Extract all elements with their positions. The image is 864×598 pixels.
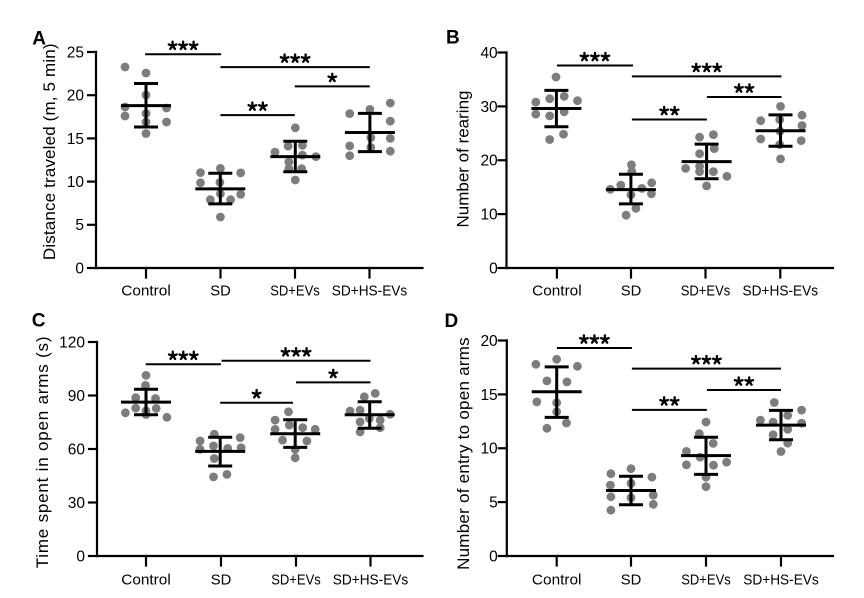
svg-text:5: 5 [75, 217, 84, 234]
svg-text:60: 60 [68, 441, 86, 458]
svg-text:15: 15 [67, 131, 84, 148]
svg-text:40: 40 [480, 45, 498, 62]
svg-text:5: 5 [489, 495, 498, 512]
svg-text:0: 0 [489, 548, 498, 565]
svg-text:A: A [32, 28, 46, 49]
svg-text:SD+EVs: SD+EVs [270, 283, 320, 300]
svg-text:SD+HS-EVs: SD+HS-EVs [333, 572, 409, 589]
svg-text:SD: SD [621, 572, 642, 589]
svg-text:Control: Control [532, 572, 582, 589]
svg-text:30: 30 [480, 99, 498, 116]
svg-text:90: 90 [68, 388, 86, 405]
svg-text:Time spent in open arms (s): Time spent in open arms (s) [33, 336, 52, 569]
svg-text:SD+EVs: SD+EVs [681, 283, 731, 300]
svg-text:25: 25 [67, 44, 84, 61]
svg-text:SD: SD [210, 283, 231, 300]
svg-text:10: 10 [480, 207, 498, 224]
svg-text:0: 0 [75, 260, 84, 277]
svg-text:20: 20 [67, 88, 85, 105]
svg-text:15: 15 [480, 387, 497, 404]
svg-text:120: 120 [59, 334, 85, 351]
svg-text:Control: Control [532, 283, 582, 300]
svg-text:C: C [32, 311, 46, 332]
svg-text:10: 10 [67, 174, 85, 191]
svg-text:D: D [445, 311, 459, 332]
svg-text:20: 20 [480, 153, 498, 170]
svg-text:SD+EVs: SD+EVs [271, 572, 321, 589]
svg-text:0: 0 [489, 260, 498, 277]
svg-text:SD+HS-EVs: SD+HS-EVs [743, 283, 819, 300]
svg-text:Number of rearing: Number of rearing [454, 90, 473, 227]
svg-text:Distance traveled (m, 5 min): Distance traveled (m, 5 min) [40, 43, 59, 260]
svg-text:SD+HS-EVs: SD+HS-EVs [743, 572, 819, 589]
svg-text:SD: SD [621, 283, 642, 300]
svg-text:Number of entry to open arms: Number of entry to open arms [454, 337, 473, 570]
svg-text:B: B [446, 28, 460, 49]
svg-text:0: 0 [76, 548, 85, 565]
svg-text:SD+EVs: SD+EVs [681, 572, 731, 589]
svg-text:SD+HS-EVs: SD+HS-EVs [332, 283, 408, 300]
svg-text:SD: SD [211, 572, 232, 589]
svg-text:30: 30 [68, 495, 86, 512]
svg-text:Control: Control [121, 572, 171, 589]
svg-text:Control: Control [121, 283, 171, 300]
svg-text:10: 10 [480, 441, 498, 458]
svg-text:20: 20 [480, 333, 498, 350]
